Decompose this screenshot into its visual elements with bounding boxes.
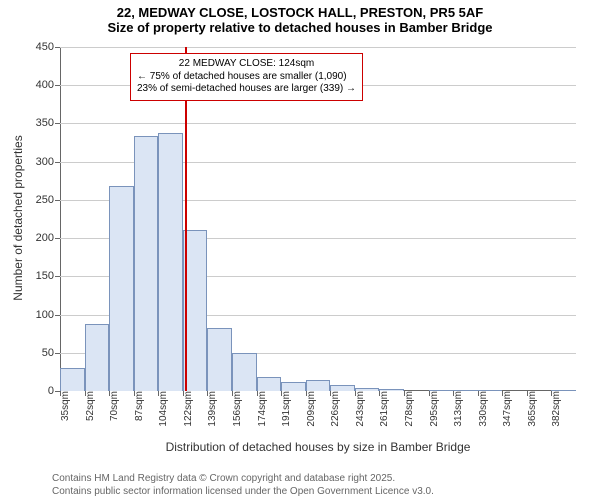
chart-title-2: Size of property relative to detached ho… <box>0 21 600 36</box>
x-tick-label: 209sqm <box>302 391 317 427</box>
x-tick-label: 313sqm <box>449 391 464 427</box>
y-axis-title: Number of detached properties <box>11 135 25 300</box>
plot-area: 05010015020025030035040045035sqm52sqm70s… <box>60 46 576 391</box>
y-tick-label: 50 <box>42 347 60 359</box>
x-tick-label: 347sqm <box>498 391 513 427</box>
chart-container: 22, MEDWAY CLOSE, LOSTOCK HALL, PRESTON,… <box>0 0 600 500</box>
footer-line-2: Contains public sector information licen… <box>52 486 434 499</box>
x-axis-title: Distribution of detached houses by size … <box>166 440 471 454</box>
y-axis-line <box>60 47 61 391</box>
x-tick-label: 122sqm <box>179 391 194 427</box>
bar <box>232 353 257 391</box>
x-tick-label: 156sqm <box>228 391 243 427</box>
gridline <box>60 123 576 124</box>
y-tick-label: 200 <box>36 232 60 244</box>
x-tick-label: 295sqm <box>425 391 440 427</box>
x-tick-label: 87sqm <box>130 391 145 421</box>
annotation-line: 23% of semi-detached houses are larger (… <box>137 83 356 96</box>
footer-line-1: Contains HM Land Registry data © Crown c… <box>52 473 434 486</box>
x-tick-label: 365sqm <box>523 391 538 427</box>
bar <box>158 133 183 391</box>
bar <box>281 382 306 391</box>
annotation-line: ← 75% of detached houses are smaller (1,… <box>137 71 356 84</box>
y-tick-label: 350 <box>36 117 60 129</box>
y-tick-label: 400 <box>36 79 60 91</box>
annotation-line: 22 MEDWAY CLOSE: 124sqm <box>137 58 356 71</box>
y-tick-label: 150 <box>36 270 60 282</box>
bar <box>60 368 85 391</box>
bar <box>207 328 232 391</box>
y-tick-label: 250 <box>36 194 60 206</box>
y-tick-label: 300 <box>36 156 60 168</box>
x-tick-label: 191sqm <box>277 391 292 427</box>
bar <box>109 186 134 391</box>
annotation-box: 22 MEDWAY CLOSE: 124sqm← 75% of detached… <box>130 53 363 101</box>
x-tick-label: 70sqm <box>105 391 120 421</box>
bar <box>257 377 282 391</box>
x-tick-label: 174sqm <box>253 391 268 427</box>
bar <box>306 380 331 391</box>
x-tick-label: 261sqm <box>375 391 390 427</box>
bar <box>134 136 159 391</box>
x-tick-label: 382sqm <box>547 391 562 427</box>
gridline <box>60 47 576 48</box>
bar <box>85 324 110 391</box>
y-tick-label: 450 <box>36 41 60 53</box>
chart-title-1: 22, MEDWAY CLOSE, LOSTOCK HALL, PRESTON,… <box>0 0 600 21</box>
x-tick-label: 104sqm <box>154 391 169 427</box>
y-tick-label: 100 <box>36 309 60 321</box>
x-tick-label: 243sqm <box>351 391 366 427</box>
x-tick-label: 226sqm <box>326 391 341 427</box>
x-tick-label: 139sqm <box>203 391 218 427</box>
x-tick-label: 278sqm <box>400 391 415 427</box>
x-tick-label: 52sqm <box>81 391 96 421</box>
x-tick-label: 35sqm <box>56 391 71 421</box>
footer-attribution: Contains HM Land Registry data © Crown c… <box>52 473 434 498</box>
x-tick-label: 330sqm <box>474 391 489 427</box>
